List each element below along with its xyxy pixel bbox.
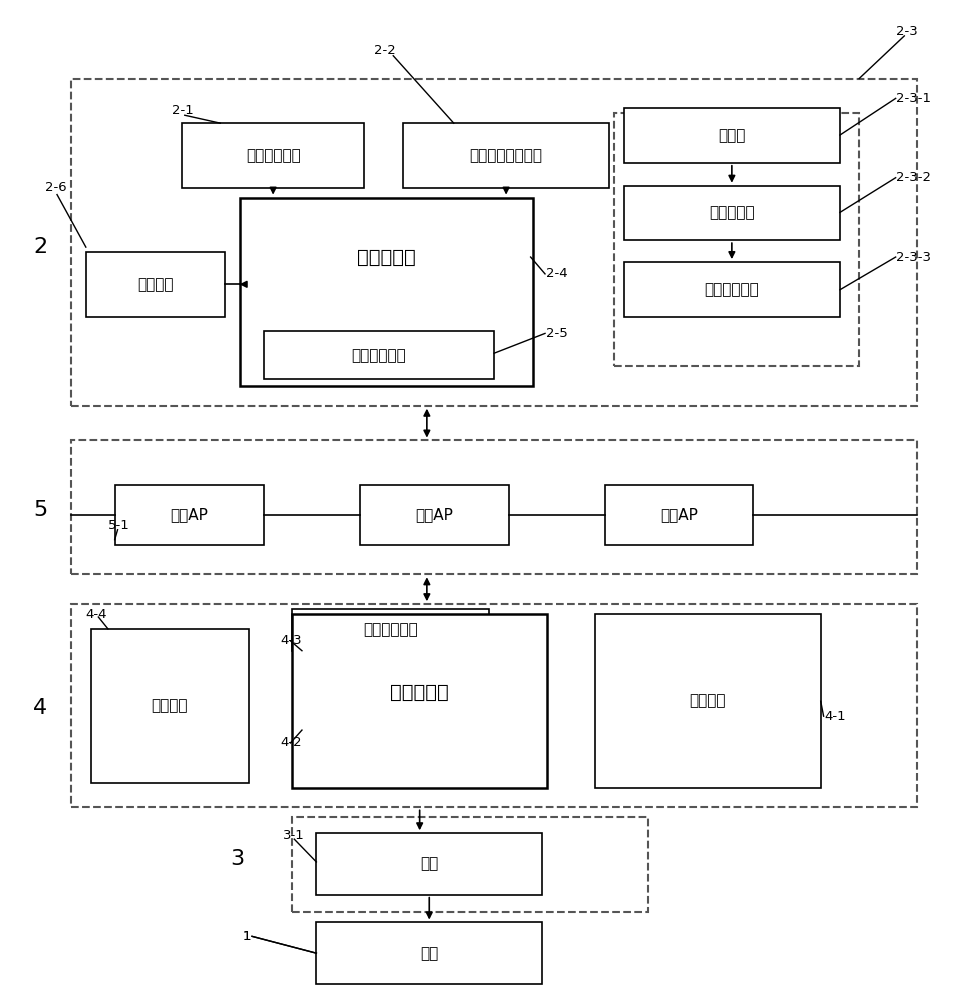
Bar <box>595 614 821 788</box>
Text: 2-1: 2-1 <box>172 104 194 117</box>
Bar <box>91 629 249 783</box>
Text: 第二处理器: 第二处理器 <box>391 683 449 702</box>
Text: 2-3-3: 2-3-3 <box>895 251 930 264</box>
Text: 超声波传感器: 超声波传感器 <box>246 148 300 163</box>
Text: 绞车: 绞车 <box>421 856 438 871</box>
Bar <box>239 198 533 386</box>
Bar <box>605 485 754 545</box>
Bar <box>86 252 225 317</box>
Text: 第三通讯模块: 第三通讯模块 <box>704 282 760 297</box>
Bar <box>114 485 264 545</box>
Text: 3: 3 <box>230 849 244 869</box>
Text: 远距离激光检测器: 远距离激光检测器 <box>470 148 543 163</box>
Text: 2-2: 2-2 <box>374 44 395 57</box>
Bar <box>403 123 610 188</box>
Text: 无线AP: 无线AP <box>171 507 208 522</box>
Text: 5-1: 5-1 <box>108 519 130 532</box>
Bar <box>293 614 547 788</box>
Bar <box>317 833 542 895</box>
Bar <box>624 262 840 317</box>
Text: 2-3: 2-3 <box>895 25 918 38</box>
Text: 报警装置: 报警装置 <box>138 277 173 292</box>
Text: 2-3-1: 2-3-1 <box>895 92 930 105</box>
Bar <box>182 123 364 188</box>
Text: 第一通讯模块: 第一通讯模块 <box>352 348 406 363</box>
Bar <box>624 108 840 163</box>
Text: 5: 5 <box>33 500 47 520</box>
Text: 无线AP: 无线AP <box>660 507 698 522</box>
Text: 第三处理器: 第三处理器 <box>709 205 755 220</box>
Text: 4-2: 4-2 <box>281 736 302 749</box>
Bar <box>72 79 917 406</box>
Bar <box>359 485 509 545</box>
Bar <box>614 113 860 366</box>
Text: 摄像头: 摄像头 <box>718 128 745 143</box>
Text: 显示单元: 显示单元 <box>690 693 726 708</box>
Text: 1: 1 <box>242 930 251 943</box>
Bar <box>72 440 917 574</box>
Text: 控制面板: 控制面板 <box>151 698 188 713</box>
Text: 4: 4 <box>33 698 47 718</box>
Text: 4-1: 4-1 <box>825 710 846 723</box>
Text: 2-6: 2-6 <box>45 181 66 194</box>
Text: 2-5: 2-5 <box>546 327 568 340</box>
Text: 第一处理器: 第一处理器 <box>357 248 416 267</box>
Bar <box>293 817 648 912</box>
Text: 第二通讯模块: 第二通讯模块 <box>363 622 419 637</box>
Bar <box>624 186 840 240</box>
Text: 矿车: 矿车 <box>421 946 438 961</box>
Bar <box>293 609 489 651</box>
Text: 4-3: 4-3 <box>281 634 302 647</box>
Text: 4-4: 4-4 <box>86 608 108 621</box>
Text: 3-1: 3-1 <box>283 829 304 842</box>
Text: 2: 2 <box>33 237 47 257</box>
Text: 2-3-2: 2-3-2 <box>895 171 930 184</box>
Text: 无线AP: 无线AP <box>415 507 453 522</box>
Text: 2-4: 2-4 <box>546 267 568 280</box>
Text: 1: 1 <box>242 930 251 943</box>
Bar <box>72 604 917 807</box>
Bar <box>264 331 494 379</box>
Bar <box>317 922 542 984</box>
